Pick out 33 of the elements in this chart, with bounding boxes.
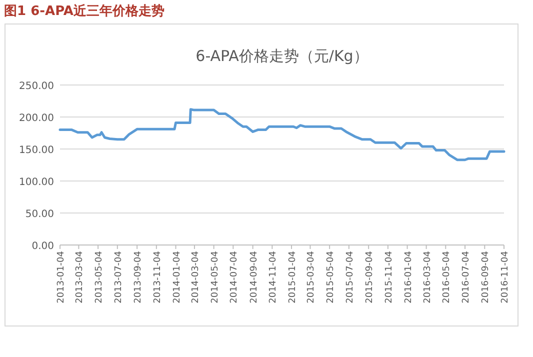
chart-subtitle: 6-APA价格走势（元/Kg） — [196, 47, 368, 65]
x-tick-label: 2013-01-04 — [56, 250, 66, 304]
y-tick-label: 0.00 — [32, 241, 54, 252]
x-tick-label: 2014-07-04 — [230, 250, 240, 304]
x-tick-label: 2015-03-04 — [306, 250, 317, 304]
x-tick-label: 2013-11-04 — [152, 250, 163, 304]
y-tick-label: 250.00 — [19, 81, 54, 92]
x-tick-label: 2016-07-04 — [461, 250, 472, 304]
x-tick-label: 2016-05-04 — [442, 250, 452, 304]
y-tick-label: 150.00 — [19, 145, 54, 156]
x-tick-label: 2014-01-04 — [172, 250, 182, 304]
x-tick-label: 2014-05-04 — [210, 250, 220, 304]
x-tick-label: 2013-09-04 — [134, 250, 144, 304]
x-tick-label: 2016-03-04 — [422, 250, 433, 304]
y-tick-label: 50.00 — [25, 209, 54, 220]
y-tick-label: 200.00 — [19, 113, 54, 124]
x-tick-label: 2015-09-04 — [365, 250, 376, 304]
x-tick-label: 2013-05-04 — [94, 250, 105, 304]
y-tick-label: 100.00 — [19, 177, 54, 188]
chart-title: 图1 6-APA近三年价格走势 — [4, 3, 164, 19]
line-series — [58, 108, 506, 162]
x-tick-label: 2013-07-04 — [114, 250, 124, 304]
x-tick-label: 2016-11-04 — [500, 250, 510, 304]
x-tick-label: 2015-07-04 — [345, 250, 356, 304]
x-tick-label: 2016-01-04 — [404, 250, 414, 304]
x-tick-label: 2013-03-04 — [75, 250, 86, 304]
x-tick-label: 2015-05-04 — [326, 250, 336, 304]
x-tick-label: 2015-01-04 — [288, 250, 298, 304]
x-tick-label: 2014-09-04 — [249, 250, 260, 304]
x-tick-label: 2014-11-04 — [268, 250, 279, 304]
x-tick-label: 2016-09-04 — [481, 250, 492, 304]
x-tick-label: 2014-03-04 — [190, 250, 201, 304]
x-tick-label: 2015-11-04 — [384, 250, 394, 304]
